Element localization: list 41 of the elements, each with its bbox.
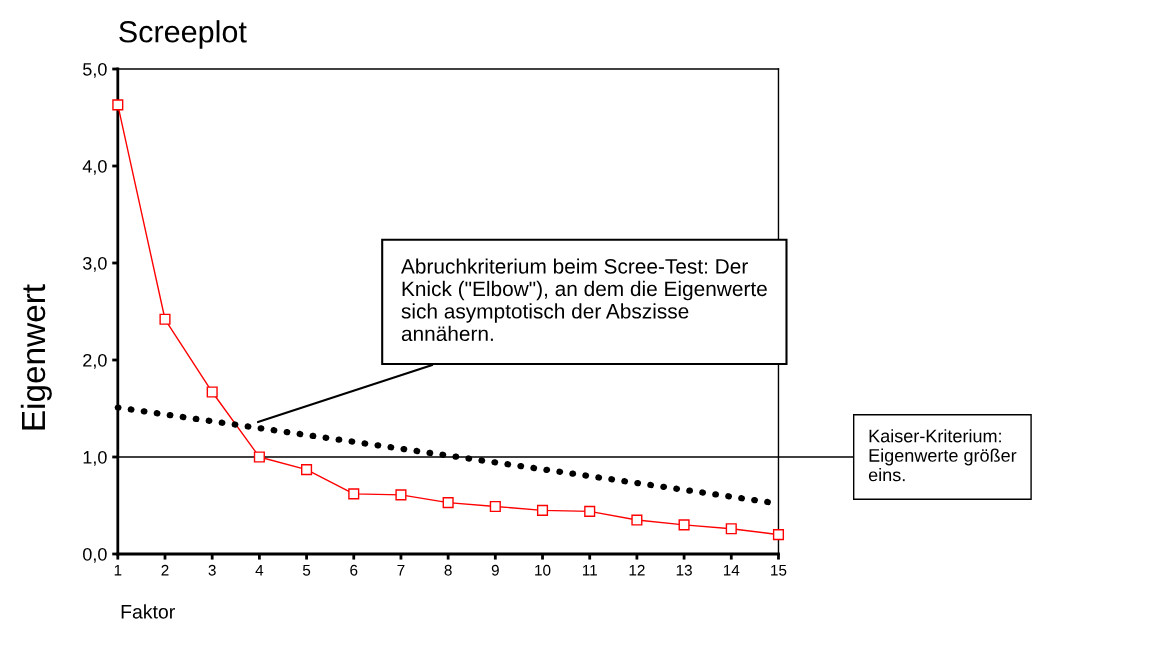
x-axis-title: Faktor bbox=[121, 604, 175, 619]
point bbox=[678, 519, 690, 531]
annotation: Abruchkriterium beim Scree-Test: Der Knick ("Elbow"), an dem die Eigenwerte sich asymptotisch der Abszisse annähern. bbox=[400, 258, 767, 342]
y-tick-label: 4,0 bbox=[82, 159, 107, 175]
point bbox=[348, 488, 360, 500]
x-tick-label: 7 bbox=[397, 564, 405, 576]
y-tick-label: 1,0 bbox=[83, 450, 107, 466]
x-tick-label: 13 bbox=[676, 564, 692, 576]
x-tick-label: 9 bbox=[491, 564, 499, 576]
x-tick-label: 15 bbox=[771, 564, 787, 576]
point bbox=[253, 451, 265, 463]
point bbox=[395, 489, 407, 501]
x-tick-label: 6 bbox=[350, 564, 358, 576]
x-tick-label: 1 bbox=[114, 564, 122, 576]
point bbox=[772, 529, 785, 541]
x-tick-label: 12 bbox=[629, 564, 645, 576]
y-tick-label: 2,0 bbox=[83, 353, 107, 369]
x-tick-label: 3 bbox=[208, 564, 216, 576]
x-tick-label: 10 bbox=[535, 564, 551, 576]
point bbox=[536, 504, 549, 516]
ref-line-label: Kaiser-Kriterium: Eigenwerte größer eins. bbox=[868, 429, 1017, 482]
point bbox=[489, 500, 501, 513]
y-tick-label: 3,0 bbox=[82, 256, 107, 272]
x-tick-label: 4 bbox=[255, 564, 264, 576]
y-tick-label: 0,0 bbox=[83, 547, 107, 563]
x-tick-label: 5 bbox=[302, 564, 311, 576]
point bbox=[442, 497, 454, 509]
point bbox=[206, 386, 218, 398]
point bbox=[725, 523, 737, 535]
y-tick-label: 5,0 bbox=[83, 62, 107, 78]
point bbox=[301, 464, 313, 476]
x-tick-label: 14 bbox=[723, 564, 740, 576]
chart-title: Screeplot bbox=[119, 20, 247, 49]
x-tick-label: 11 bbox=[582, 564, 597, 576]
point bbox=[159, 313, 171, 325]
point bbox=[584, 505, 596, 517]
point bbox=[112, 99, 124, 111]
x-tick-label: 8 bbox=[444, 564, 452, 576]
y-axis-title: Eigenwert bbox=[20, 284, 52, 430]
x-tick-label: 2 bbox=[161, 564, 169, 576]
point bbox=[631, 514, 643, 526]
